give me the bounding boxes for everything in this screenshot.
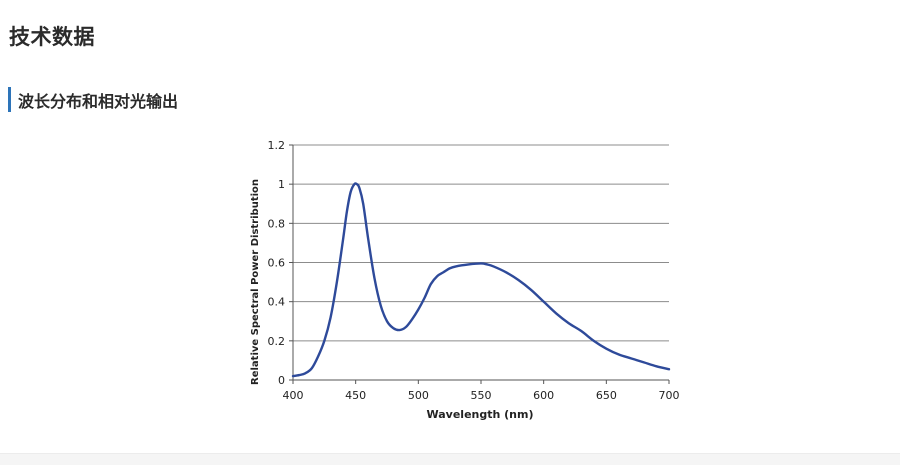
x-tick-label-0: 400 — [283, 389, 304, 402]
y-tick-label-1: 0.2 — [268, 335, 286, 348]
spectral-chart-svg: 00.20.40.60.811.2 400 450 500 550 600 650 700 … — [250, 139, 680, 421]
series-line-0 — [291, 182, 671, 378]
y-tick-label-0: 0 — [278, 374, 285, 387]
x-tick-label-3: 550 — [471, 389, 492, 402]
y-tick-label-3: 0.6 — [268, 257, 286, 270]
y-tick-label-5: 1 — [278, 178, 285, 191]
y-tick-label-4: 0.8 — [268, 217, 286, 230]
y-tick-label-2: 0.4 — [268, 296, 286, 309]
x-tick-label-6: 700 — [659, 389, 680, 402]
chart-series — [291, 182, 671, 378]
y-tick-label-6: 1.2 — [268, 139, 286, 152]
x-tick-label-2: 500 — [408, 389, 429, 402]
spectral-chart: 0 0.2 0.4 0.6 0.8 1 1.2 400 450 500 550 600 650 700 … — [240, 128, 680, 428]
y-tick-labels: 0 0.2 0.4 0.6 0.8 1 1.2 — [268, 139, 286, 387]
x-tick-label-5: 650 — [596, 389, 617, 402]
chart-axes — [289, 144, 670, 384]
y-axis-label: Relative Spectral Power Distribution — [250, 179, 261, 385]
chart-grid — [293, 144, 669, 342]
x-tick-label-1: 450 — [345, 389, 366, 402]
x-tick-labels: 400 450 500 550 600 650 700 — [283, 389, 680, 402]
section-header: 波长分布和相对光输出 — [8, 87, 178, 112]
x-tick-label-4: 600 — [533, 389, 554, 402]
footer-strip — [0, 453, 900, 465]
x-axis-label: Wavelength (nm) — [427, 408, 534, 421]
section-accent-bar — [8, 87, 11, 112]
page-title: 技术数据 — [9, 25, 95, 49]
section-title: 波长分布和相对光输出 — [18, 91, 179, 111]
